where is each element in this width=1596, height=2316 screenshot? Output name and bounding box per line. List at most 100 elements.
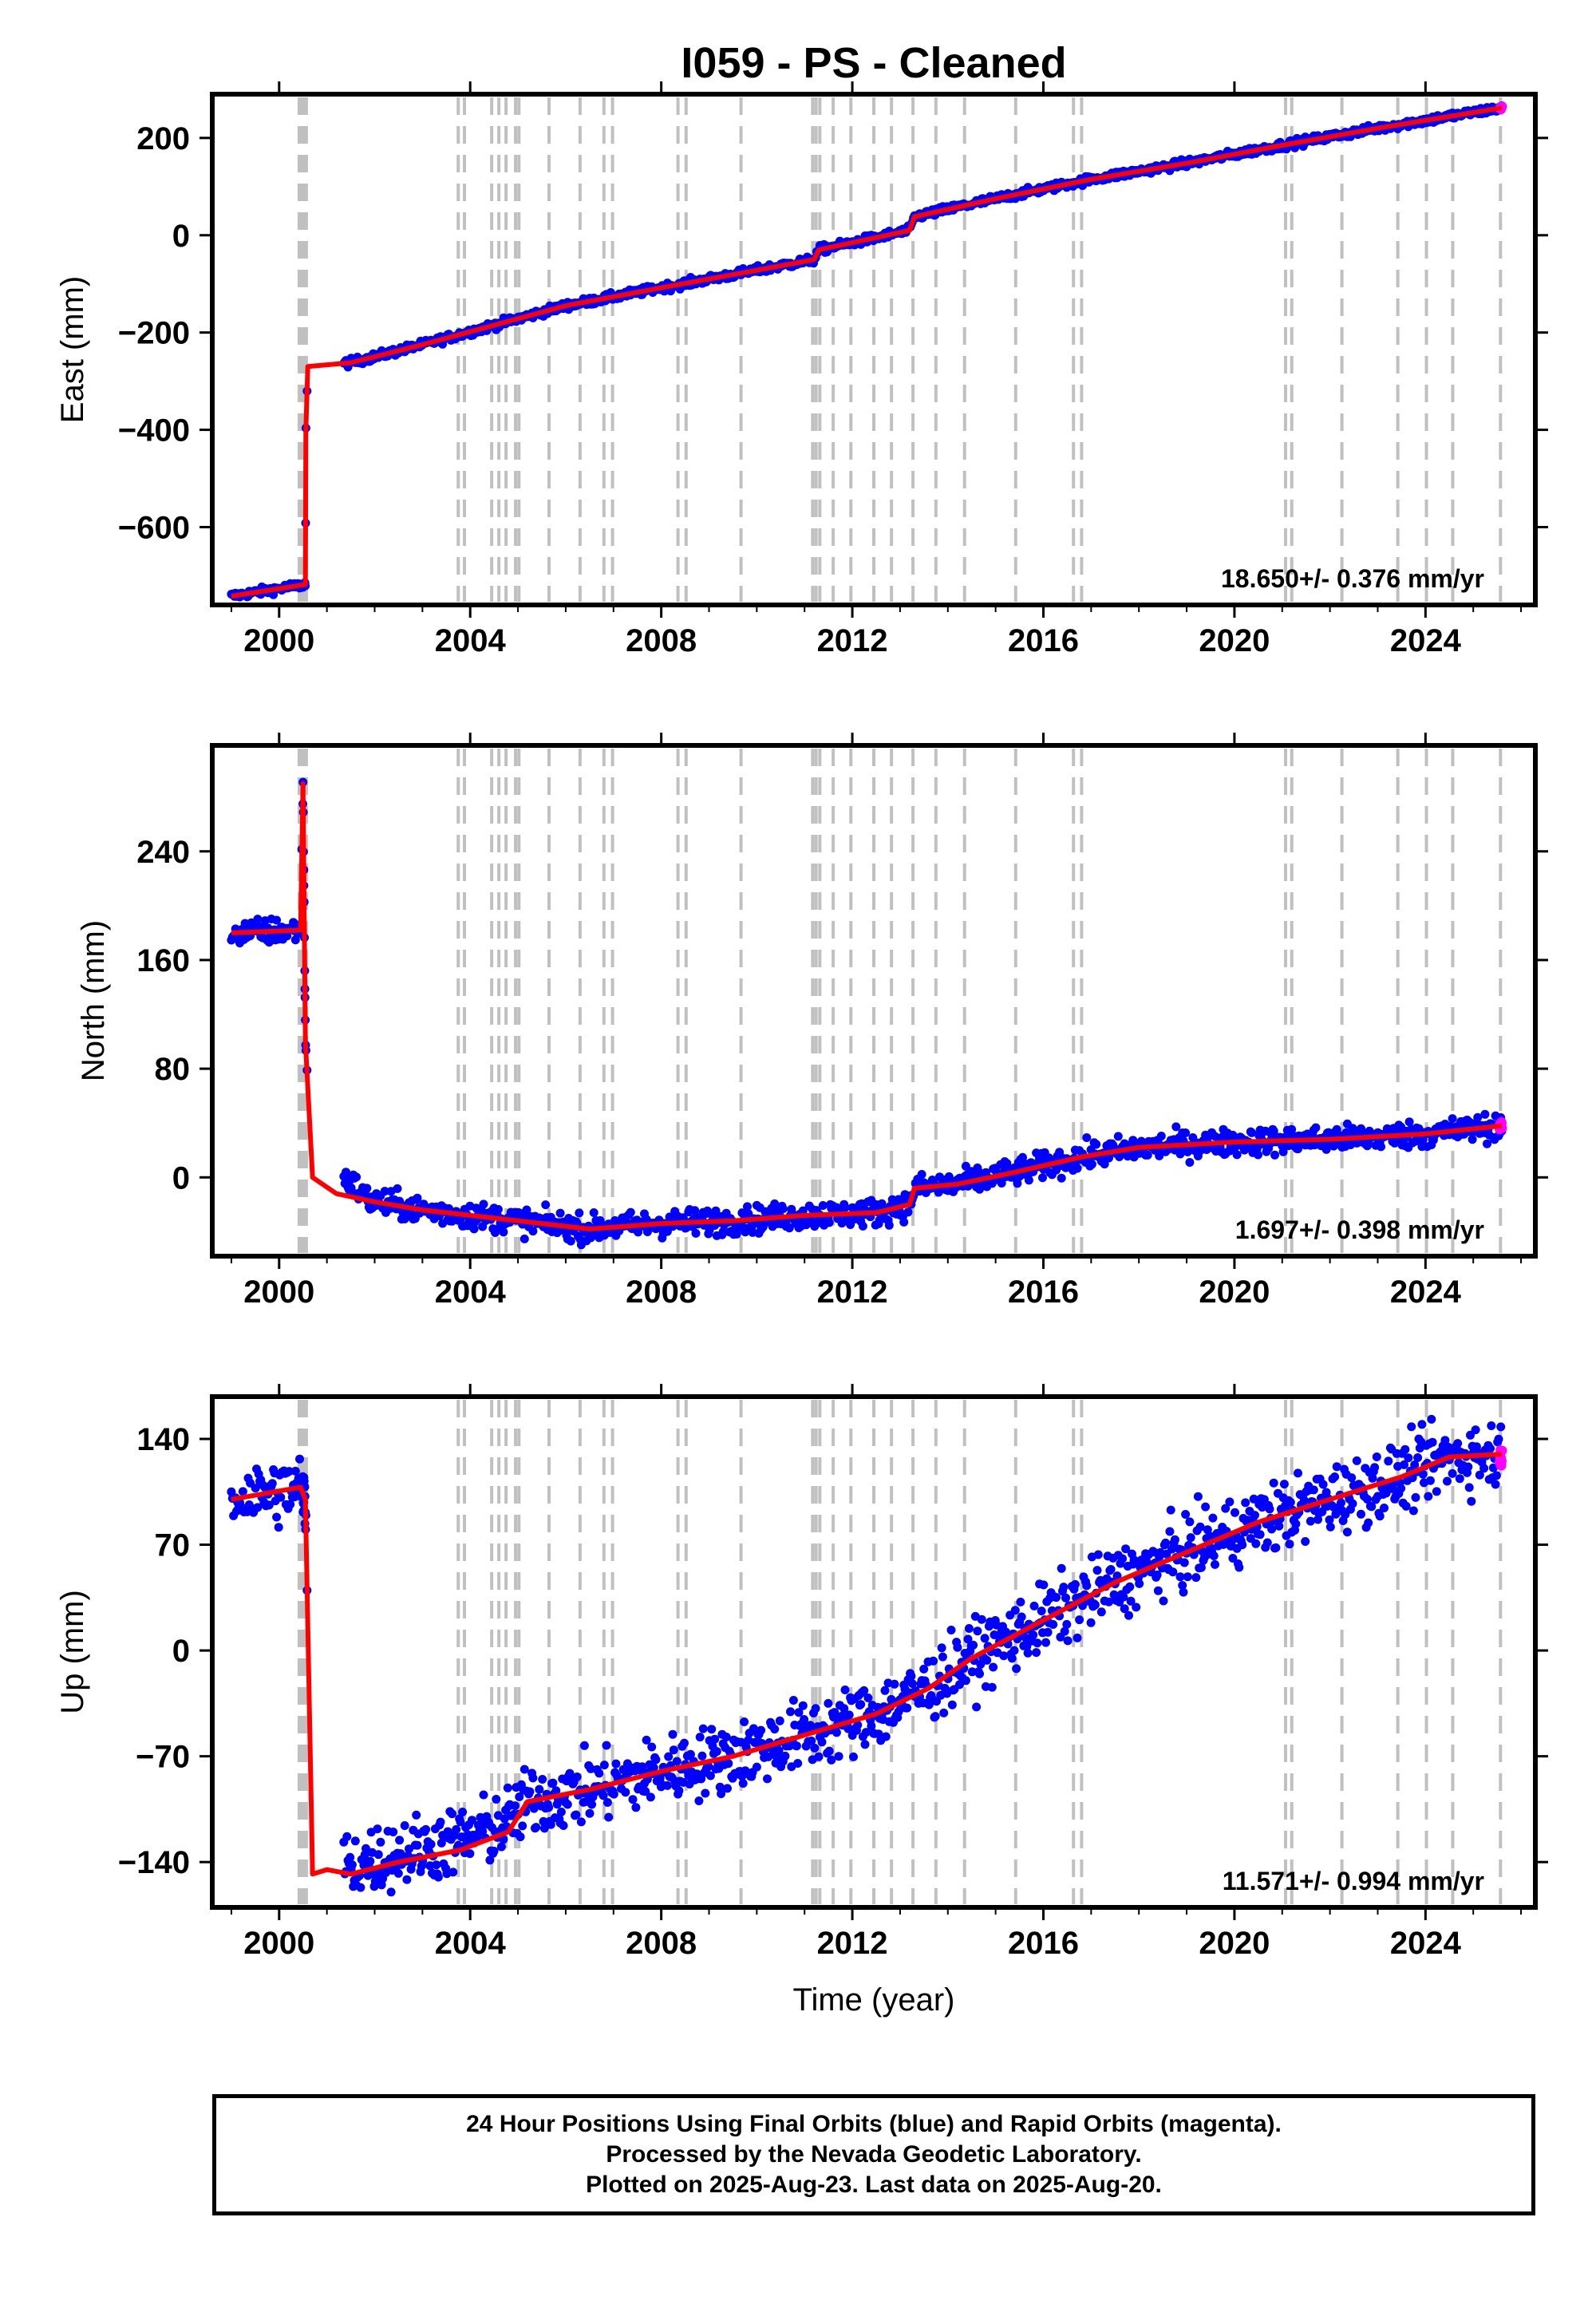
data-point xyxy=(1367,1502,1377,1512)
model-line xyxy=(231,105,1503,599)
data-point xyxy=(770,1199,780,1208)
data-point xyxy=(609,1789,618,1799)
data-point xyxy=(694,1796,704,1805)
data-point xyxy=(1060,1626,1069,1636)
data-point xyxy=(778,1204,788,1214)
data-point xyxy=(668,1729,678,1739)
data-point xyxy=(1017,1612,1026,1622)
data-point xyxy=(718,1227,728,1236)
data-point xyxy=(346,1852,355,1862)
data-point xyxy=(1448,1114,1457,1124)
x-tick-label: 2020 xyxy=(1199,623,1270,658)
y-tick-label: −600 xyxy=(118,510,190,545)
data-point xyxy=(572,1773,582,1781)
data-point xyxy=(1012,1664,1021,1674)
rapid-point xyxy=(1497,1456,1507,1466)
data-point xyxy=(860,1740,870,1749)
data-point xyxy=(538,1775,547,1784)
data-point xyxy=(800,1715,809,1724)
x-axis-label: Time (year) xyxy=(793,1982,955,2018)
data-point xyxy=(1104,1153,1113,1163)
data-point xyxy=(705,1771,715,1780)
data-point xyxy=(295,1454,304,1464)
data-point xyxy=(1330,1472,1340,1481)
data-point xyxy=(1024,1176,1033,1185)
data-point xyxy=(516,1832,525,1842)
data-point xyxy=(347,1860,357,1870)
y-tick-label: 140 xyxy=(136,1422,190,1457)
data-point xyxy=(1086,1618,1096,1627)
final-orbit-points xyxy=(227,1414,1507,1897)
data-point xyxy=(651,1755,661,1765)
data-point xyxy=(840,1203,850,1212)
data-point xyxy=(774,1746,784,1755)
data-point xyxy=(1121,1544,1131,1554)
x-tick-label: 2000 xyxy=(243,1275,314,1310)
data-point xyxy=(448,1867,458,1877)
data-point xyxy=(903,1207,913,1217)
panel-3: 140 70 0 −70 −140 2000 2004 2008 2012 2016 2020 202… xyxy=(55,1384,1548,1961)
data-point xyxy=(1468,1135,1477,1144)
data-point xyxy=(479,1790,488,1800)
data-point xyxy=(647,1742,657,1752)
data-point xyxy=(356,1883,365,1892)
x-tick-label: 2024 xyxy=(1390,1926,1462,1961)
data-point xyxy=(436,1817,445,1827)
data-point xyxy=(589,1208,598,1217)
data-point xyxy=(1104,1597,1113,1607)
data-point xyxy=(1348,1499,1357,1508)
data-point xyxy=(752,1762,761,1772)
data-point xyxy=(1362,1495,1372,1504)
data-point xyxy=(1401,1501,1411,1511)
data-point xyxy=(881,1732,891,1741)
data-point xyxy=(982,1655,992,1665)
data-point xyxy=(519,1234,529,1243)
data-point xyxy=(664,1752,674,1761)
data-point xyxy=(1007,1654,1017,1663)
data-point xyxy=(1377,1142,1385,1152)
data-point xyxy=(1265,1504,1274,1514)
data-point xyxy=(365,1856,375,1866)
data-point xyxy=(775,1716,784,1725)
data-point xyxy=(631,1803,641,1812)
data-point xyxy=(877,1199,887,1208)
data-point xyxy=(1479,1464,1489,1473)
data-point xyxy=(1033,1638,1042,1648)
data-point xyxy=(576,1817,586,1827)
data-point xyxy=(977,1614,986,1624)
data-point xyxy=(458,1808,468,1816)
y-tick-label: −200 xyxy=(118,316,190,351)
x-tick-label: 2020 xyxy=(1199,1275,1270,1310)
data-point xyxy=(638,1762,647,1772)
data-point xyxy=(884,1220,894,1230)
data-point xyxy=(402,1875,412,1884)
data-point xyxy=(853,1720,863,1729)
data-point xyxy=(290,1466,300,1476)
data-point xyxy=(1041,1638,1050,1647)
data-point xyxy=(1029,1601,1039,1611)
data-point xyxy=(1061,1593,1070,1603)
data-point xyxy=(1384,1456,1393,1466)
data-point xyxy=(1285,1539,1294,1549)
data-point xyxy=(433,1872,443,1882)
data-point xyxy=(361,1844,370,1853)
data-point xyxy=(964,1624,974,1633)
data-point xyxy=(712,1747,721,1757)
y-axis-label: Up (mm) xyxy=(55,1590,90,1714)
data-point xyxy=(1171,1122,1181,1132)
data-point xyxy=(1092,1566,1102,1575)
data-point xyxy=(946,1626,956,1634)
data-point xyxy=(1038,1173,1047,1183)
data-point xyxy=(1185,1517,1195,1527)
data-point xyxy=(907,1671,916,1681)
data-point xyxy=(1039,1580,1049,1590)
data-point xyxy=(1090,1600,1100,1610)
data-point xyxy=(1209,1551,1219,1560)
data-point xyxy=(1475,1470,1484,1480)
data-point xyxy=(511,1801,519,1811)
data-point xyxy=(818,1201,828,1210)
data-point xyxy=(1009,1646,1019,1655)
data-point xyxy=(1096,1607,1106,1617)
data-point xyxy=(723,1784,732,1793)
data-point xyxy=(674,1786,684,1796)
